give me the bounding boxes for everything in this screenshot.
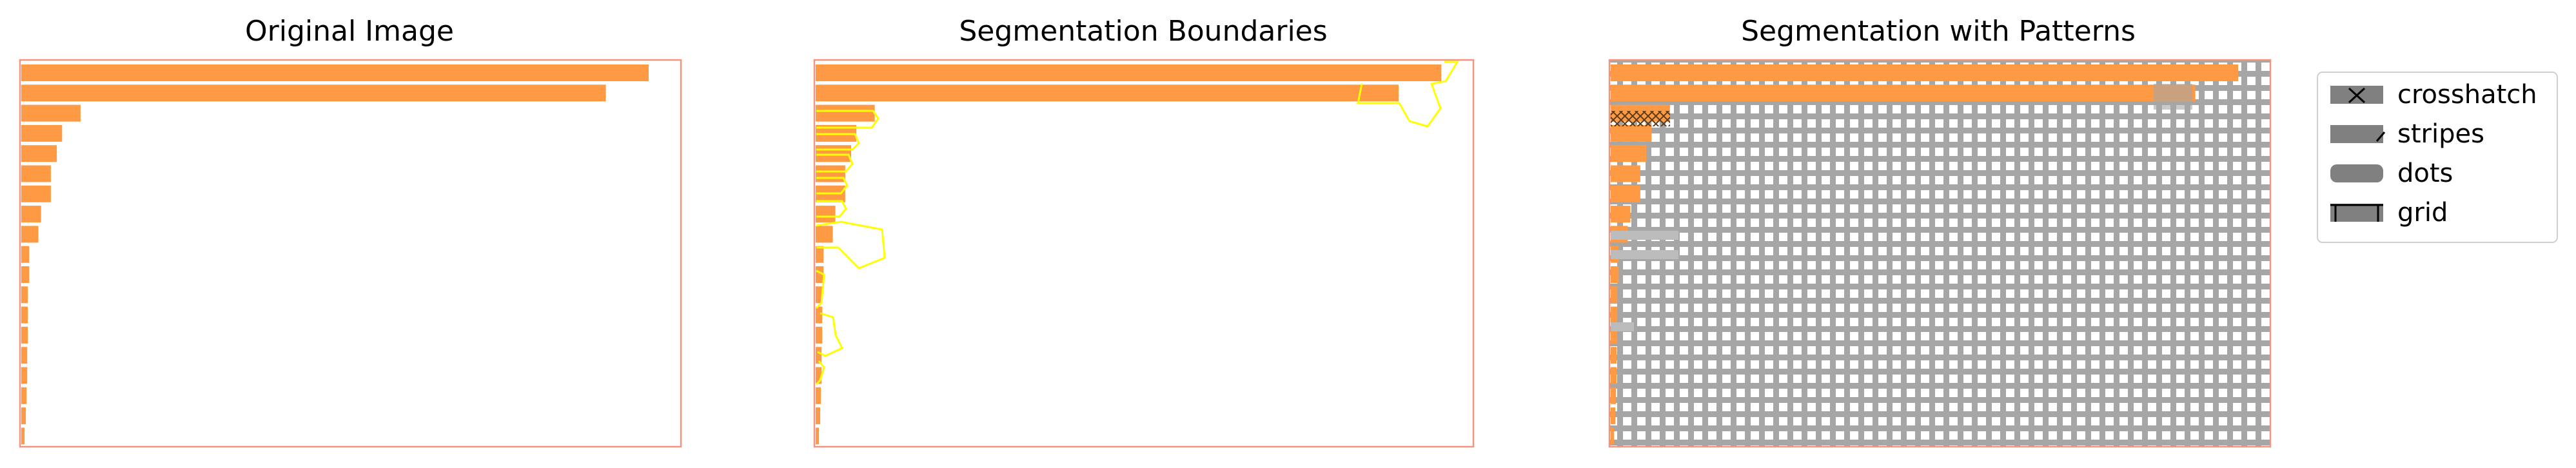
boundary-bar-7 bbox=[816, 200, 847, 218]
bar bbox=[1611, 266, 1619, 283]
bar bbox=[1611, 185, 1640, 202]
bar bbox=[21, 246, 30, 263]
bar bbox=[1611, 206, 1631, 223]
boundary-bar-4 bbox=[816, 133, 860, 151]
bar bbox=[1611, 145, 1647, 162]
pattern-stripe-b bbox=[1611, 250, 1678, 259]
bar bbox=[21, 206, 41, 223]
bar bbox=[816, 347, 822, 364]
bar bbox=[1611, 347, 1617, 364]
pattern-crosshatch-region bbox=[1611, 111, 1670, 126]
bars-original bbox=[21, 64, 649, 445]
bar bbox=[21, 286, 28, 304]
boundary-bar-3 bbox=[816, 110, 880, 129]
boundary-lower-3 bbox=[815, 360, 825, 385]
plot-frame-boundaries bbox=[813, 59, 1475, 448]
bar bbox=[816, 165, 845, 182]
bar bbox=[816, 226, 833, 243]
pattern-stripe-c bbox=[1611, 322, 1634, 331]
bar bbox=[1611, 124, 1652, 142]
plot-frame-patterns bbox=[1608, 59, 2272, 448]
bar bbox=[1611, 84, 2196, 102]
bar bbox=[816, 407, 821, 425]
boundary-lower-1 bbox=[815, 269, 825, 309]
legend-label-crosshatch: crosshatch bbox=[2397, 80, 2537, 110]
pattern-overlay-top-right bbox=[2154, 84, 2192, 110]
bar bbox=[816, 64, 1442, 81]
bar bbox=[21, 226, 39, 243]
bar bbox=[21, 266, 30, 283]
bar bbox=[816, 246, 824, 263]
bars-boundaries bbox=[816, 64, 1442, 445]
bar bbox=[1611, 165, 1640, 182]
bar bbox=[21, 124, 63, 142]
bar bbox=[816, 427, 820, 445]
panel-title-original: Original Image bbox=[245, 15, 454, 48]
bar bbox=[816, 84, 1399, 102]
bar bbox=[1611, 387, 1617, 404]
plot-frame-original bbox=[19, 59, 682, 448]
bar bbox=[1611, 427, 1615, 445]
bar bbox=[816, 145, 851, 162]
bar bbox=[21, 326, 28, 344]
boundary-mid-blob bbox=[816, 220, 886, 269]
bar bbox=[21, 367, 28, 384]
boundary-top-right bbox=[1357, 61, 1459, 128]
bar bbox=[21, 427, 25, 445]
bar bbox=[21, 84, 606, 102]
bar bbox=[1611, 64, 2238, 81]
legend-stripes-icon bbox=[2375, 132, 2386, 142]
bar bbox=[1611, 326, 1618, 344]
bar bbox=[816, 367, 822, 384]
legend-crosshatch-icon bbox=[2348, 87, 2366, 104]
bar bbox=[1611, 306, 1618, 324]
bar bbox=[21, 64, 649, 81]
bar bbox=[21, 145, 57, 162]
legend-label-grid: grid bbox=[2397, 198, 2448, 228]
boundary-lower-2 bbox=[817, 312, 844, 357]
bar bbox=[1611, 367, 1617, 384]
panel-title-patterns: Segmentation with Patterns bbox=[1741, 15, 2136, 48]
bar bbox=[1611, 286, 1618, 304]
legend-swatch-dots bbox=[2330, 164, 2383, 182]
pattern-grid-fill bbox=[1609, 60, 2270, 447]
panel-boundaries: Segmentation Boundaries bbox=[813, 15, 1475, 448]
bar bbox=[816, 387, 821, 404]
bar bbox=[816, 306, 823, 324]
segment-boundaries bbox=[815, 61, 1459, 385]
bar bbox=[21, 306, 28, 324]
bar bbox=[816, 206, 836, 223]
panel-original: Original Image bbox=[19, 15, 682, 448]
bar bbox=[21, 185, 51, 202]
bar bbox=[21, 387, 27, 404]
panel-patterns: Segmentation with Patterns bbox=[1608, 15, 2272, 448]
bar bbox=[816, 104, 875, 122]
pattern-stripe-a bbox=[1611, 231, 1678, 240]
bar bbox=[1611, 407, 1616, 425]
boundary-bar-5 bbox=[816, 153, 854, 173]
legend-grid-icon bbox=[2330, 204, 2383, 222]
legend: crosshatch stripes dots grid bbox=[2317, 72, 2558, 243]
bar bbox=[21, 104, 81, 122]
boundary-bar-6 bbox=[816, 177, 849, 195]
bar bbox=[816, 326, 823, 344]
panel-title-boundaries: Segmentation Boundaries bbox=[959, 15, 1327, 48]
legend-swatch-stripes bbox=[2330, 125, 2383, 143]
bar bbox=[21, 347, 28, 364]
bar bbox=[816, 286, 823, 304]
bar bbox=[21, 407, 26, 425]
legend-box bbox=[2317, 72, 2558, 243]
bar bbox=[21, 165, 51, 182]
legend-label-stripes: stripes bbox=[2397, 119, 2484, 149]
legend-label-dots: dots bbox=[2397, 159, 2453, 188]
legend-swatch-grid bbox=[2330, 204, 2383, 222]
